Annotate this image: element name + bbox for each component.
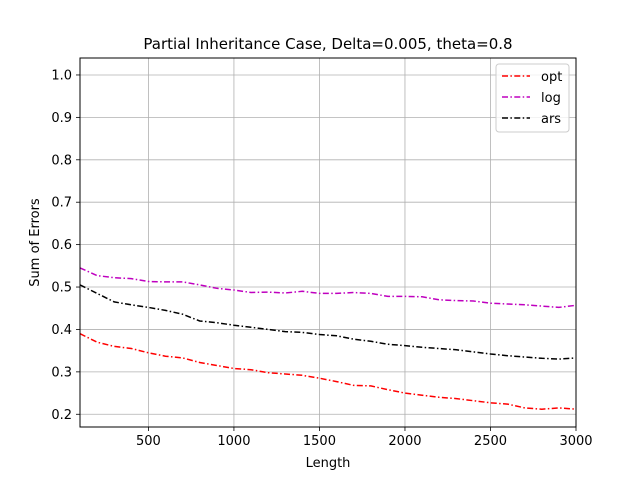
series-lines (80, 267, 576, 410)
legend: opt log ars (495, 63, 570, 133)
legend-label-ars: ars (541, 112, 561, 127)
y-tick-label: 0.9 (51, 111, 72, 126)
x-tick-label: 1000 (217, 434, 250, 449)
y-tick-label: 0.6 (51, 238, 72, 253)
plot-frame (79, 57, 577, 428)
legend-label-log: log (541, 91, 561, 106)
y-tick-label: 0.7 (51, 196, 72, 211)
y-tick-label: 0.5 (51, 281, 72, 296)
y-axis-label: Sum of Errors (28, 198, 43, 287)
x-tick-label: 2000 (388, 434, 421, 449)
x-tick-label: 500 (136, 434, 161, 449)
x-axis-label: Length (306, 456, 351, 471)
y-tick-label: 0.4 (51, 323, 72, 338)
series-line-opt (80, 333, 576, 410)
series-line-ars (80, 284, 576, 360)
y-tick-label: 0.8 (51, 153, 72, 168)
legend-label-opt: opt (541, 70, 562, 85)
y-tick-label: 0.3 (51, 365, 72, 380)
chart-title: Partial Inheritance Case, Delta=0.005, t… (143, 35, 512, 53)
legend-frame (495, 63, 570, 133)
x-tick-label: 3000 (559, 434, 592, 449)
series-line-log (80, 267, 576, 309)
x-tick-label: 2500 (474, 434, 507, 449)
y-tick-label: 1.0 (51, 68, 72, 83)
x-tick-label: 1500 (303, 434, 336, 449)
y-tick-label: 0.2 (51, 408, 72, 423)
plot-area (80, 58, 576, 427)
ticks: 500 1000 1500 2000 2500 3000 0.2 0.3 0.4 0.5 0.6 0.… (51, 68, 592, 449)
